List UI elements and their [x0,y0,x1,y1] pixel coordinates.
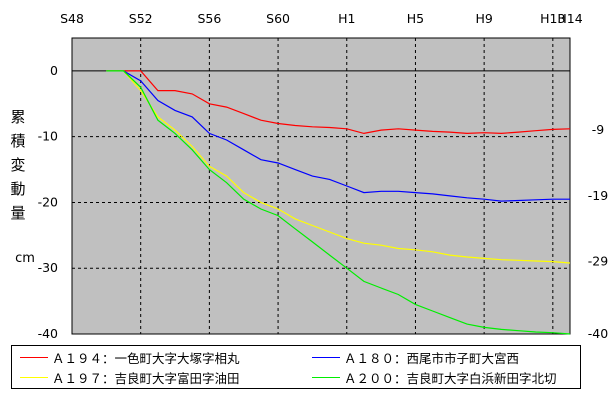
y-tick-label-right: -19 [588,188,608,203]
legend-swatch [20,356,48,358]
legend-swatch [312,356,340,358]
y-tick-label-left: 0 [50,63,58,78]
legend-label: Ａ１８０：西尾市市子町大宮西 [344,350,520,366]
y-tick-label-left: -30 [38,260,58,275]
x-tick-label: H14 [557,11,582,26]
y-unit-label: cm [15,251,35,266]
y-axis-label-char: 動 [10,180,25,198]
x-tick-label: S52 [129,11,153,26]
y-tick-label-right: -9 [592,122,605,137]
y-tick-label-left: -10 [38,129,58,144]
series-lines [106,70,571,335]
legend-label: Ａ１９７：吉良町大字富田字油田 [52,370,240,386]
y-tick-label-right: -29 [588,254,608,269]
y-tick-label-left: -40 [38,326,58,341]
legend-item: Ａ１９４：一色町大字大塚字相丸 [20,348,240,366]
x-tick-label: H1 [338,11,355,26]
x-tick-label: S60 [266,11,290,26]
legend-label: Ａ１９４：一色町大字大塚字相丸 [52,350,240,366]
x-tick-label: S48 [60,11,84,26]
legend: Ａ１９４：一色町大字大塚字相丸 Ａ１８０：西尾市市子町大宮西 Ａ１９７：吉良町大… [11,345,581,389]
y-axis-label-char: 累 [10,108,25,126]
plot-background [71,37,571,335]
y-axis-label-char: 積 [10,132,25,150]
series-line [106,70,570,202]
y-tick-labels-right: -9 -19 -29 -40 [588,122,608,341]
x-tick-label: S56 [197,11,221,26]
x-tick-label: H9 [475,11,492,26]
x-tick-label: H13 [540,11,565,26]
legend-item: Ａ２００：吉良町大字白浜新田字北切 [312,368,557,386]
legend-item: Ａ１９７：吉良町大字富田字油田 [20,368,240,386]
series-line [106,70,571,264]
legend-swatch [312,376,340,378]
x-tick-label: H5 [407,11,424,26]
y-tick-label-left: -20 [38,194,58,209]
y-tick-labels-left: 0 -10 -20 -30 -40 [38,63,58,341]
series-line [106,70,571,335]
series-line [106,70,571,135]
y-tick-label-right: -40 [588,326,608,341]
y-axis-label-char: 変 [10,156,25,174]
legend-label: Ａ２００：吉良町大字白浜新田字北切 [344,370,557,386]
legend-swatch [20,376,48,378]
y-axis-label-char: 量 [10,204,25,222]
legend-item: Ａ１８０：西尾市市子町大宮西 [312,348,519,366]
